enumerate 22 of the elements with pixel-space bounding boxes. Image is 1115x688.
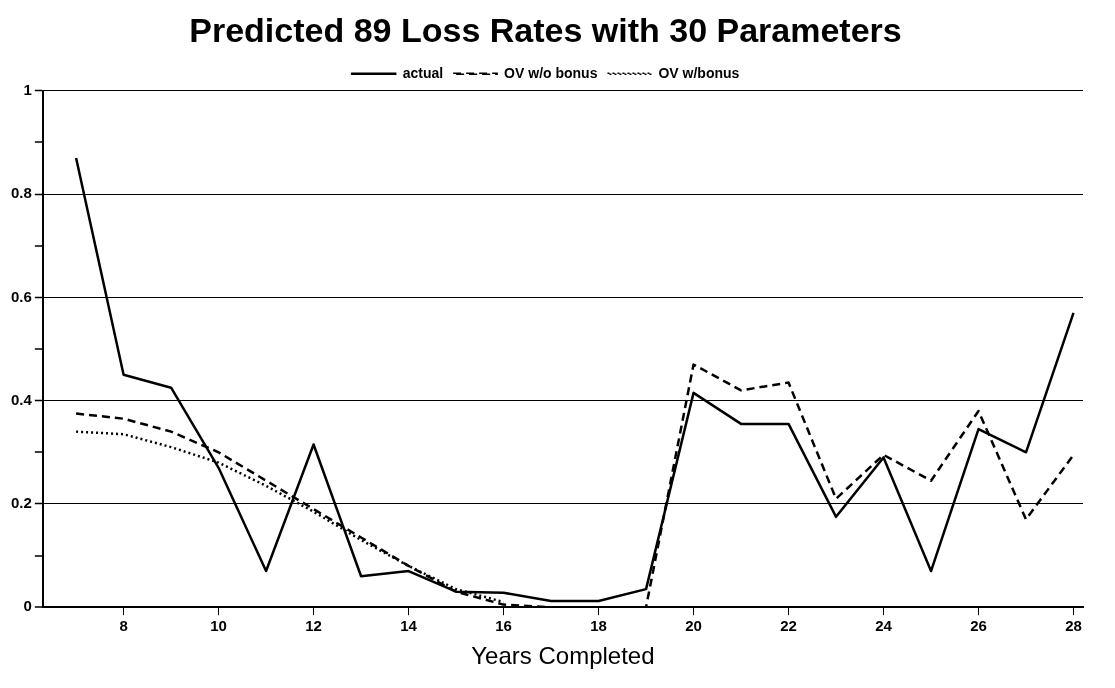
legend-label: actual <box>402 64 444 81</box>
y-tick-label: 0.6 <box>10 287 32 305</box>
x-tick-label: 14 <box>400 617 418 635</box>
x-tick-label: 8 <box>119 617 128 635</box>
legend-label: OV w/o bonus <box>504 64 598 81</box>
y-tick-label: 0.4 <box>10 390 33 408</box>
x-tick-label: 28 <box>1065 617 1082 635</box>
x-tick-label: 10 <box>210 617 227 635</box>
x-tick-label: 22 <box>780 617 797 635</box>
legend-label: OV w/bonus <box>658 64 740 81</box>
y-tick-label: 1 <box>23 80 32 98</box>
y-tick-label: 0.8 <box>10 184 32 202</box>
x-tick-label: 12 <box>305 617 322 635</box>
x-tick-label: 26 <box>970 617 987 635</box>
x-tick-label: 18 <box>590 617 607 635</box>
x-tick-label: 24 <box>875 617 893 635</box>
x-tick-label: 20 <box>685 617 702 635</box>
x-tick-label: 16 <box>495 617 512 635</box>
y-tick-label: 0.2 <box>10 494 32 512</box>
y-tick-label: 0 <box>23 597 32 615</box>
x-axis-title: Years Completed <box>471 642 655 670</box>
chart-title: Predicted 89 Loss Rates with 30 Parameters <box>189 10 902 49</box>
